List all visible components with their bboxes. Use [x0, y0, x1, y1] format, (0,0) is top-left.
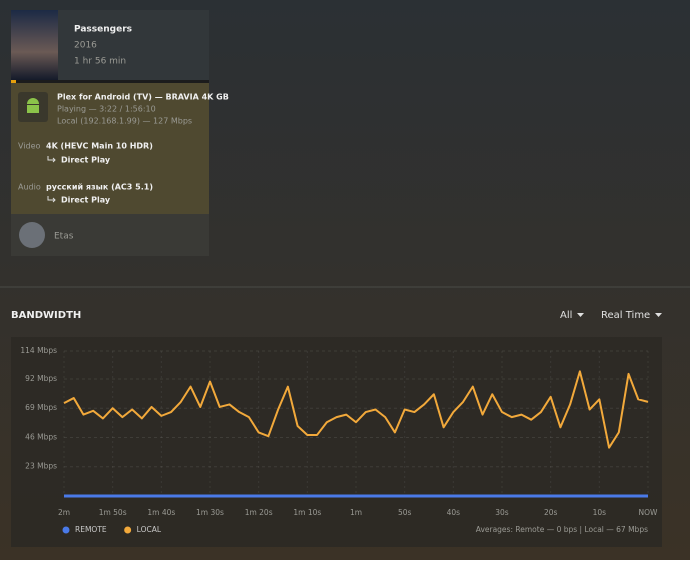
x-tick-label: 1m 50s — [99, 508, 127, 517]
legend-marker — [62, 526, 70, 534]
movie-year: 2016 — [74, 41, 97, 51]
arrow-icon — [47, 156, 56, 163]
poster[interactable] — [11, 10, 58, 80]
legend-label: REMOTE — [75, 525, 107, 534]
player-name: Plex for Android (TV) — BRAVIA 4K GB — [57, 93, 229, 102]
y-tick-label: 114 Mbps — [20, 346, 57, 355]
averages: Averages: Remote — 0 bps | Local — 67 Mb… — [476, 525, 648, 534]
x-tick-label: 1m — [350, 508, 362, 517]
progress-track — [11, 80, 209, 83]
android-icon — [27, 98, 39, 113]
user-name[interactable]: Etas — [54, 232, 74, 242]
x-tick-label: 1m 30s — [196, 508, 224, 517]
x-tick-label: 10s — [593, 508, 607, 517]
x-tick-label: 20s — [544, 508, 558, 517]
dropdown-caret — [655, 313, 662, 317]
playing-state: Playing — 3:22 / 1:56:10 — [57, 105, 156, 114]
y-tick-label: 92 Mbps — [25, 374, 57, 383]
audio-label: Audio — [18, 183, 41, 192]
x-tick-label: 40s — [447, 508, 461, 517]
section-heading: BANDWIDTH — [11, 310, 81, 321]
video-label: Video — [18, 142, 41, 151]
filter-dropdown[interactable]: All — [560, 310, 572, 321]
x-tick-label: 1m 20s — [245, 508, 273, 517]
series-line — [63, 370, 649, 449]
avatar — [19, 222, 45, 248]
arrow-icon — [47, 196, 56, 203]
video-mode: Direct Play — [61, 156, 111, 165]
movie-duration: 1 hr 56 min — [74, 57, 126, 67]
y-tick-label: 69 Mbps — [25, 403, 57, 412]
dropdown-caret — [577, 313, 584, 317]
y-tick-label: 23 Mbps — [25, 462, 57, 471]
x-tick-label: NOW — [639, 508, 659, 517]
y-tick-label: 46 Mbps — [25, 432, 57, 441]
range-dropdown[interactable]: Real Time — [601, 310, 650, 321]
x-tick-label: 2m — [58, 508, 70, 517]
audio-format: русский язык (AC3 5.1) — [46, 183, 153, 192]
chart-panel — [11, 337, 662, 547]
network: Local (192.168.1.99) — 127 Mbps — [57, 117, 192, 126]
movie-title[interactable]: Passengers — [74, 25, 132, 35]
progress-fill — [11, 80, 16, 83]
x-tick-label: 1m 40s — [147, 508, 175, 517]
audio-mode: Direct Play — [61, 196, 111, 205]
legend-marker — [124, 526, 132, 534]
x-tick-label: 1m 10s — [293, 508, 321, 517]
x-tick-label: 30s — [495, 508, 509, 517]
video-format: 4K (HEVC Main 10 HDR) — [46, 142, 153, 151]
legend-label: LOCAL — [137, 525, 162, 534]
x-tick-label: 50s — [398, 508, 412, 517]
